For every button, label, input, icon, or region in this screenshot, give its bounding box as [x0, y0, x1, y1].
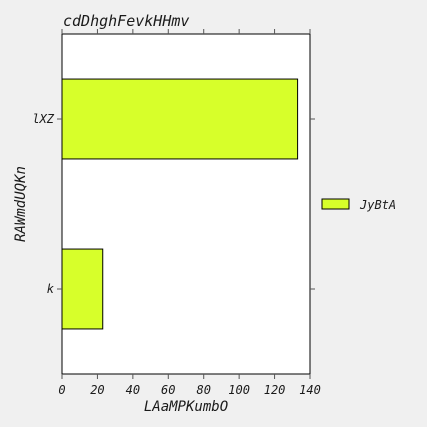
x-axis-label: LAaMPKumbO: [144, 399, 228, 415]
x-tick-label: 120: [264, 383, 286, 397]
legend-label: JyBtA: [359, 198, 396, 212]
bar-lXZ: [61, 78, 299, 160]
y-axis-ticks: k lXZ: [32, 112, 315, 296]
y-tick-label: k: [47, 282, 55, 296]
x-tick-label: 80: [196, 383, 210, 397]
x-tick-label: 100: [228, 383, 250, 397]
legend: JyBtA: [321, 198, 396, 212]
y-tick-label: lXZ: [32, 112, 54, 126]
bars-group: [61, 78, 299, 330]
x-tick-label: 20: [90, 383, 104, 397]
x-tick-label: 140: [299, 383, 321, 397]
x-tick-label: 0: [58, 383, 65, 397]
x-axis-ticks: 0 20 40 60 80 100 120 140: [58, 29, 321, 397]
y-axis-label: RAWmdUQKn: [13, 166, 29, 242]
chart-title: cdDhghFevkHHmv: [63, 12, 189, 30]
legend-swatch: [321, 198, 350, 210]
x-tick-label: 40: [126, 383, 140, 397]
bar-k: [61, 248, 104, 330]
x-tick-label: 60: [161, 383, 175, 397]
